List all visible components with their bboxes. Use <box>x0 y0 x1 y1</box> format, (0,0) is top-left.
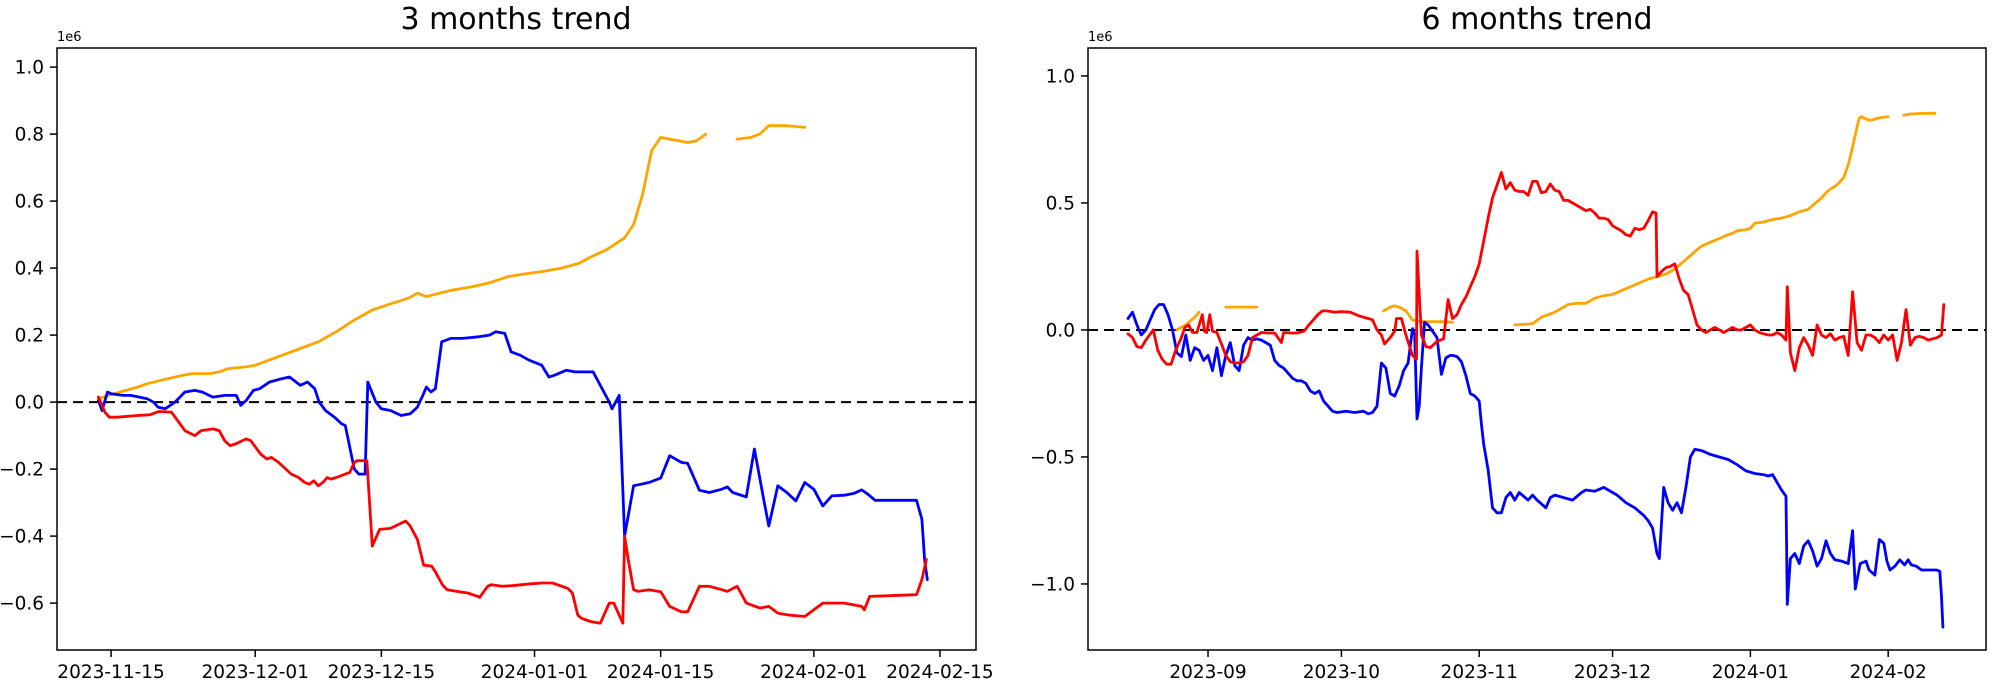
y-tick-label: 0.4 <box>15 259 44 280</box>
series-line-blue <box>97 330 929 581</box>
x-tick-label: 2024-01-01 <box>481 662 589 683</box>
y-tick-label: 0.0 <box>1046 320 1075 341</box>
x-tick-label: 2024-02-01 <box>760 662 868 683</box>
x-tick-label: 2023-11-15 <box>57 662 165 683</box>
chart-title-6-months: 6 months trend <box>1421 2 1653 37</box>
x-tick-label: 2023-12 <box>1574 662 1651 683</box>
series-line-blue <box>1126 303 1945 629</box>
y-tick-label: 0.5 <box>1046 193 1075 214</box>
y-axis-offset-label-left: 1e6 <box>57 30 82 45</box>
y-axis-offset-label-right: 1e6 <box>1088 30 1113 45</box>
y-tick-label: −0.2 <box>0 460 44 481</box>
x-tick-label: 2024-02-15 <box>886 662 994 683</box>
series-line-orange <box>735 124 807 141</box>
x-tick-label: 2024-02 <box>1850 662 1927 683</box>
series-line-orange <box>1902 111 1937 117</box>
x-tick-label: 2023-10 <box>1303 662 1380 683</box>
x-tick-label: 2023-12-01 <box>201 662 309 683</box>
y-tick-label: −1.0 <box>1030 574 1075 595</box>
plot-frame <box>1087 47 1987 651</box>
series-line-red <box>97 395 928 625</box>
x-tick-label: 2023-09 <box>1169 662 1246 683</box>
y-tick-label: 0.8 <box>15 125 44 146</box>
y-tick-label: 0.0 <box>15 393 44 414</box>
plot-frame <box>56 47 977 651</box>
series-line-orange <box>1175 310 1201 332</box>
x-tick-label: 2023-11 <box>1441 662 1518 683</box>
y-tick-label: −0.4 <box>0 527 44 548</box>
series-line-orange <box>1513 115 1890 327</box>
series-line-orange <box>97 132 708 401</box>
chart-title-3-months: 3 months trend <box>400 2 632 37</box>
y-tick-label: 1.0 <box>1046 66 1075 87</box>
y-tick-label: 1.0 <box>15 58 44 79</box>
y-tick-label: −0.5 <box>1030 447 1075 468</box>
y-tick-label: 0.6 <box>15 192 44 213</box>
series-line-orange <box>1382 304 1454 324</box>
series-line-red <box>1126 171 1946 373</box>
x-tick-label: 2024-01 <box>1712 662 1789 683</box>
y-tick-label: −0.6 <box>0 594 44 615</box>
x-tick-label: 2024-01-15 <box>607 662 715 683</box>
x-tick-label: 2023-12-15 <box>328 662 436 683</box>
y-tick-label: 0.2 <box>15 326 44 347</box>
